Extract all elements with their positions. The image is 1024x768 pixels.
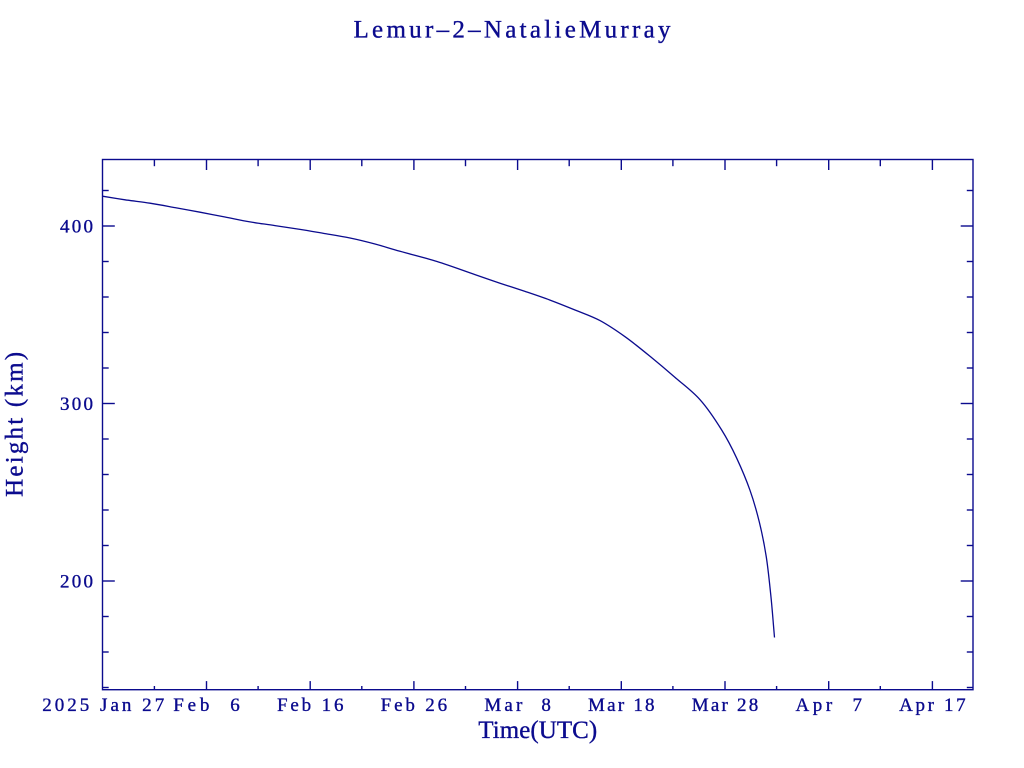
svg-text:Mar 8: Mar 8: [484, 695, 551, 716]
svg-text:Mar 28: Mar 28: [692, 695, 759, 716]
svg-text:200: 200: [60, 571, 93, 592]
svg-text:Apr 17: Apr 17: [899, 695, 966, 716]
svg-text:Apr 7: Apr 7: [795, 695, 862, 716]
svg-text:Mar 18: Mar 18: [588, 695, 655, 716]
svg-text:Time(UTC): Time(UTC): [478, 717, 597, 744]
svg-text:Feb 26: Feb 26: [381, 695, 448, 716]
svg-text:2025 Jan 27: 2025 Jan 27: [42, 695, 164, 716]
svg-text:Height (km): Height (km): [2, 352, 29, 497]
svg-text:Lemur–2–NatalieMurray: Lemur–2–NatalieMurray: [354, 17, 672, 44]
svg-text:Feb 16: Feb 16: [277, 695, 344, 716]
svg-text:Feb 6: Feb 6: [173, 695, 240, 716]
svg-text:400: 400: [60, 216, 93, 237]
svg-text:300: 300: [60, 394, 93, 415]
